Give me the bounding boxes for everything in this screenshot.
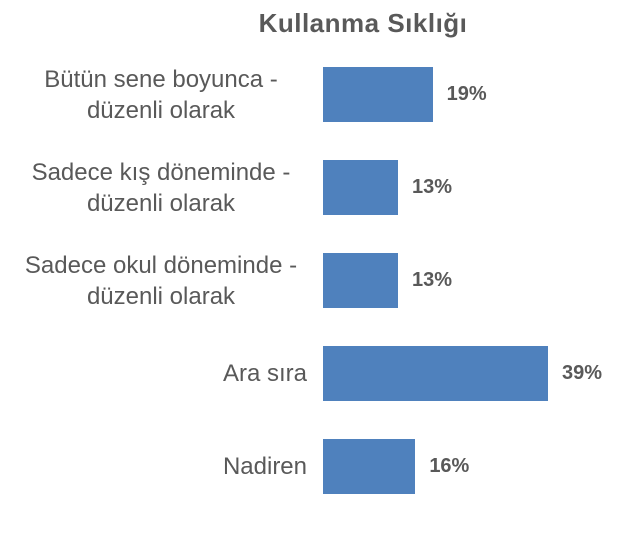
category-label: Bütün sene boyunca - düzenli olarak — [44, 65, 278, 124]
category-label-cell: Sadece kış döneminde - düzenli olarak — [0, 157, 320, 219]
category-label: Ara sıra — [222, 360, 307, 387]
bar-cell: 13% — [320, 157, 634, 218]
category-label-cell: Nadiren — [0, 451, 320, 482]
bar-chart: Kullanma Sıklığı Bütün sene boyunca - dü… — [0, 8, 634, 538]
value-label: 19% — [446, 83, 487, 105]
bar-row: Ara sıra 39% — [0, 327, 634, 420]
value-label: 39% — [562, 362, 603, 384]
bar-row: Bütün sene boyunca - düzenli olarak 19% — [0, 48, 634, 141]
bar — [320, 343, 552, 404]
bar — [320, 64, 436, 125]
bar — [320, 157, 401, 218]
value-label: 13% — [412, 176, 453, 198]
chart-title: Kullanma Sıklığı — [258, 8, 468, 38]
bar-cell: 39% — [320, 343, 634, 404]
bar — [320, 436, 419, 497]
bar-row: Sadece kış döneminde - düzenli olarak 13… — [0, 141, 634, 234]
category-label: Sadece kış döneminde - düzenli olarak — [31, 158, 291, 217]
bar — [320, 250, 401, 311]
category-label-cell: Ara sıra — [0, 358, 320, 389]
bar-cell: 16% — [320, 436, 634, 497]
bar-cell: 13% — [320, 250, 634, 311]
value-label: 16% — [429, 455, 470, 477]
bar-row: Nadiren 16% — [0, 420, 634, 513]
bar-cell: 19% — [320, 64, 634, 125]
category-label-cell: Sadece okul döneminde - düzenli olarak — [0, 250, 320, 312]
plot-area: Bütün sene boyunca - düzenli olarak 19% … — [0, 48, 634, 513]
bar-row: Sadece okul döneminde - düzenli olarak 1… — [0, 234, 634, 327]
category-label: Sadece okul döneminde - düzenli olarak — [24, 251, 298, 310]
value-label: 13% — [412, 269, 453, 291]
category-label-cell: Bütün sene boyunca - düzenli olarak — [0, 64, 320, 126]
category-label: Nadiren — [222, 453, 307, 480]
